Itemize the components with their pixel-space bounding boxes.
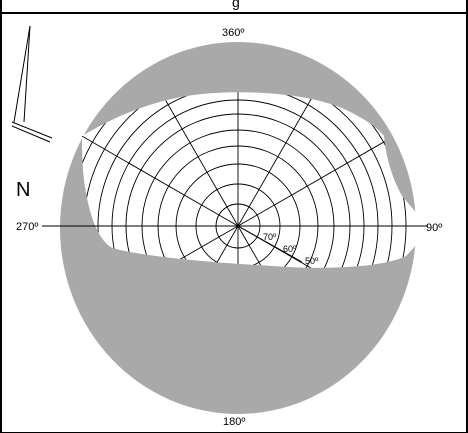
- altitude-label-leader: [237, 225, 303, 263]
- header-clipped-text: g: [232, 0, 240, 10]
- azimuth-line: [82, 225, 239, 268]
- azimuth-label-right: 90º: [426, 222, 442, 234]
- north-label: N: [16, 179, 30, 201]
- azimuth-label-left: 270º: [16, 221, 38, 233]
- azimuth-label-top: 360º: [222, 27, 244, 39]
- azimuth-line: [146, 225, 239, 268]
- altitude-label-70: 70º: [263, 232, 277, 242]
- azimuth-line: [237, 134, 397, 227]
- azimuth-label-bottom: 180º: [223, 416, 245, 428]
- header-strip: g: [2, 0, 468, 14]
- north-arrow: [11, 25, 53, 143]
- altitude-label-50: 50º: [305, 256, 319, 266]
- azimuth-line: [82, 134, 239, 227]
- visible-sky-area: [82, 92, 424, 268]
- sky-top-notch: [75, 44, 182, 140]
- altitude-label-60: 60º: [283, 244, 297, 254]
- azimuth-line: [237, 225, 330, 268]
